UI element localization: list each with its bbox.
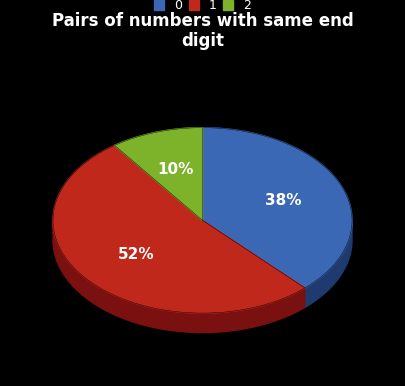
Text: 10%: 10%: [158, 162, 194, 177]
Polygon shape: [53, 146, 305, 313]
Text: Pairs of numbers with same end
digit: Pairs of numbers with same end digit: [51, 12, 354, 51]
Polygon shape: [305, 220, 352, 307]
Polygon shape: [202, 220, 305, 307]
Text: 38%: 38%: [265, 193, 301, 208]
Text: 52%: 52%: [117, 247, 154, 262]
Legend: 0, 1, 2: 0, 1, 2: [149, 0, 256, 17]
Polygon shape: [202, 220, 305, 307]
Polygon shape: [202, 128, 352, 288]
Polygon shape: [53, 221, 305, 332]
Polygon shape: [115, 128, 202, 220]
